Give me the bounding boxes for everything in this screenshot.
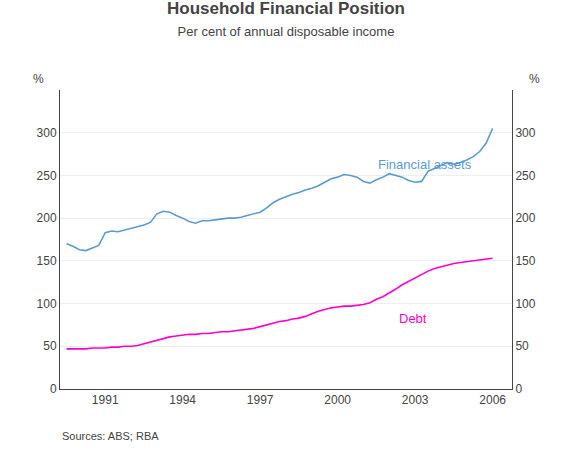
- svg-text:300: 300: [37, 126, 57, 140]
- svg-text:Financial assets: Financial assets: [378, 157, 472, 172]
- svg-text:2003: 2003: [402, 393, 429, 407]
- svg-text:1994: 1994: [169, 393, 196, 407]
- svg-text:Sources: ABS; RBA: Sources: ABS; RBA: [62, 430, 159, 442]
- svg-text:50: 50: [43, 339, 57, 353]
- svg-text:100: 100: [515, 297, 535, 311]
- svg-text:50: 50: [515, 339, 529, 353]
- svg-text:%: %: [33, 72, 44, 86]
- svg-text:150: 150: [515, 254, 535, 268]
- svg-text:0: 0: [515, 382, 522, 396]
- svg-text:100: 100: [37, 297, 57, 311]
- svg-text:1997: 1997: [247, 393, 274, 407]
- svg-text:250: 250: [37, 169, 57, 183]
- svg-text:%: %: [529, 72, 540, 86]
- svg-text:2006: 2006: [479, 393, 506, 407]
- svg-text:Debt: Debt: [399, 311, 427, 326]
- svg-text:2000: 2000: [324, 393, 351, 407]
- svg-text:200: 200: [37, 211, 57, 225]
- svg-text:0: 0: [50, 382, 57, 396]
- svg-text:250: 250: [515, 169, 535, 183]
- svg-text:200: 200: [515, 211, 535, 225]
- svg-text:1991: 1991: [92, 393, 119, 407]
- svg-text:300: 300: [515, 126, 535, 140]
- svg-text:Household Financial PositionPe: Household Financial PositionPer cent of …: [167, 0, 405, 39]
- svg-text:150: 150: [37, 254, 57, 268]
